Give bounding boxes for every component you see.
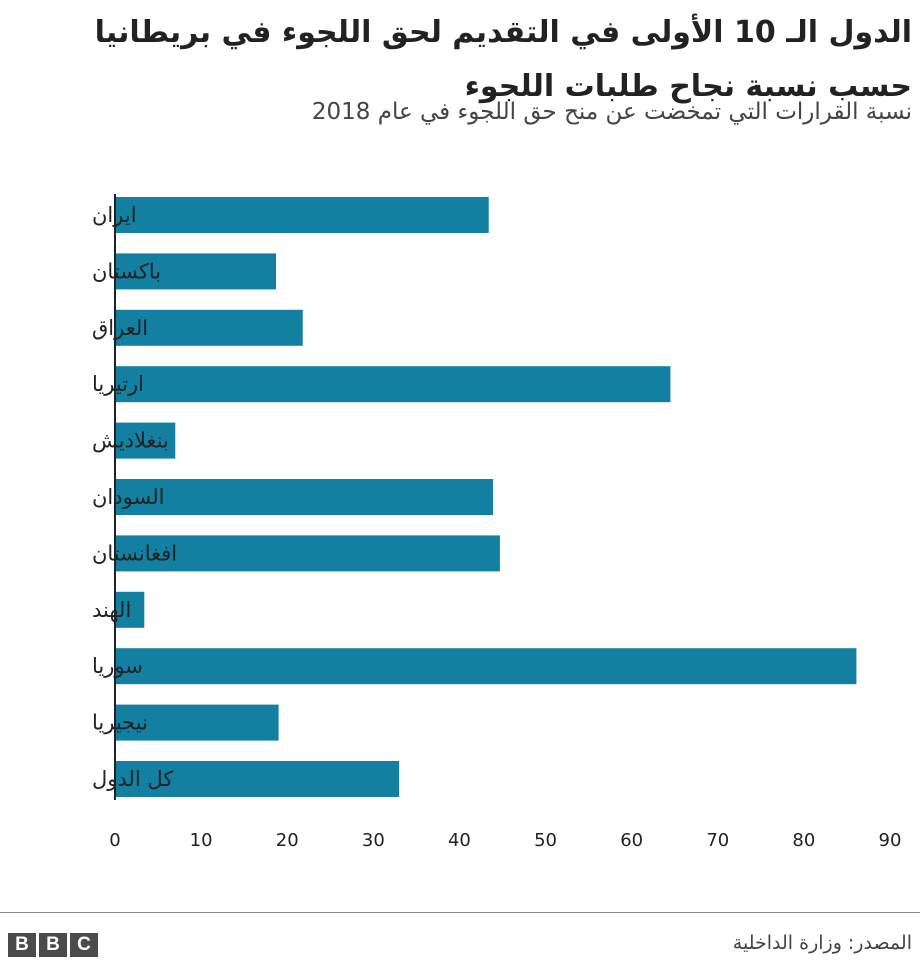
chart-subtitle: نسبة القرارات التي تمخضت عن منح حق اللجو… <box>311 99 912 125</box>
category-label: ارتيريا <box>92 372 144 396</box>
category-label: سوريا <box>92 654 143 678</box>
x-tick-label: 70 <box>706 830 729 851</box>
x-tick-label: 20 <box>276 830 299 851</box>
bar <box>115 309 303 346</box>
bar <box>115 366 671 403</box>
bar <box>115 253 277 290</box>
bar-chart: ايرانباكستانالعراقارتيريابنغلاديشالسودان… <box>92 194 902 851</box>
chart-title: الدول الـ 10 الأولى في التقديم لحق اللجو… <box>94 15 912 104</box>
bar <box>115 197 489 233</box>
bbc-logo-letter-2: B <box>39 933 67 957</box>
bbc-logo: B B C <box>8 933 98 957</box>
x-tick-label: 80 <box>792 830 815 851</box>
x-tick-label: 30 <box>362 830 385 851</box>
category-label: افغانستان <box>92 541 177 565</box>
category-label: كل الدول <box>92 767 173 791</box>
category-label: بنغلاديش <box>92 429 169 453</box>
bar <box>115 535 500 572</box>
x-tick-label: 90 <box>879 830 902 851</box>
category-label: الهند <box>92 598 131 622</box>
x-tick-label: 0 <box>109 830 120 851</box>
bbc-logo-letter-3: C <box>70 933 98 957</box>
bar <box>115 422 176 459</box>
bar <box>115 591 145 628</box>
x-tick-label: 60 <box>620 830 643 851</box>
category-label: السودان <box>92 485 164 509</box>
category-label: العراق <box>92 316 148 340</box>
footer-divider <box>0 912 920 913</box>
category-label: باكستان <box>92 259 161 283</box>
x-tick-label: 10 <box>190 830 213 851</box>
bar <box>115 704 279 741</box>
bar <box>115 761 400 797</box>
category-label: نيجيريا <box>92 711 148 735</box>
x-tick-label: 50 <box>534 830 557 851</box>
bbc-logo-letter-1: B <box>8 933 36 957</box>
bar <box>115 479 494 515</box>
bar <box>115 648 857 685</box>
x-tick-label: 40 <box>448 830 471 851</box>
source-note: المصدر: وزارة الداخلية <box>732 932 912 954</box>
